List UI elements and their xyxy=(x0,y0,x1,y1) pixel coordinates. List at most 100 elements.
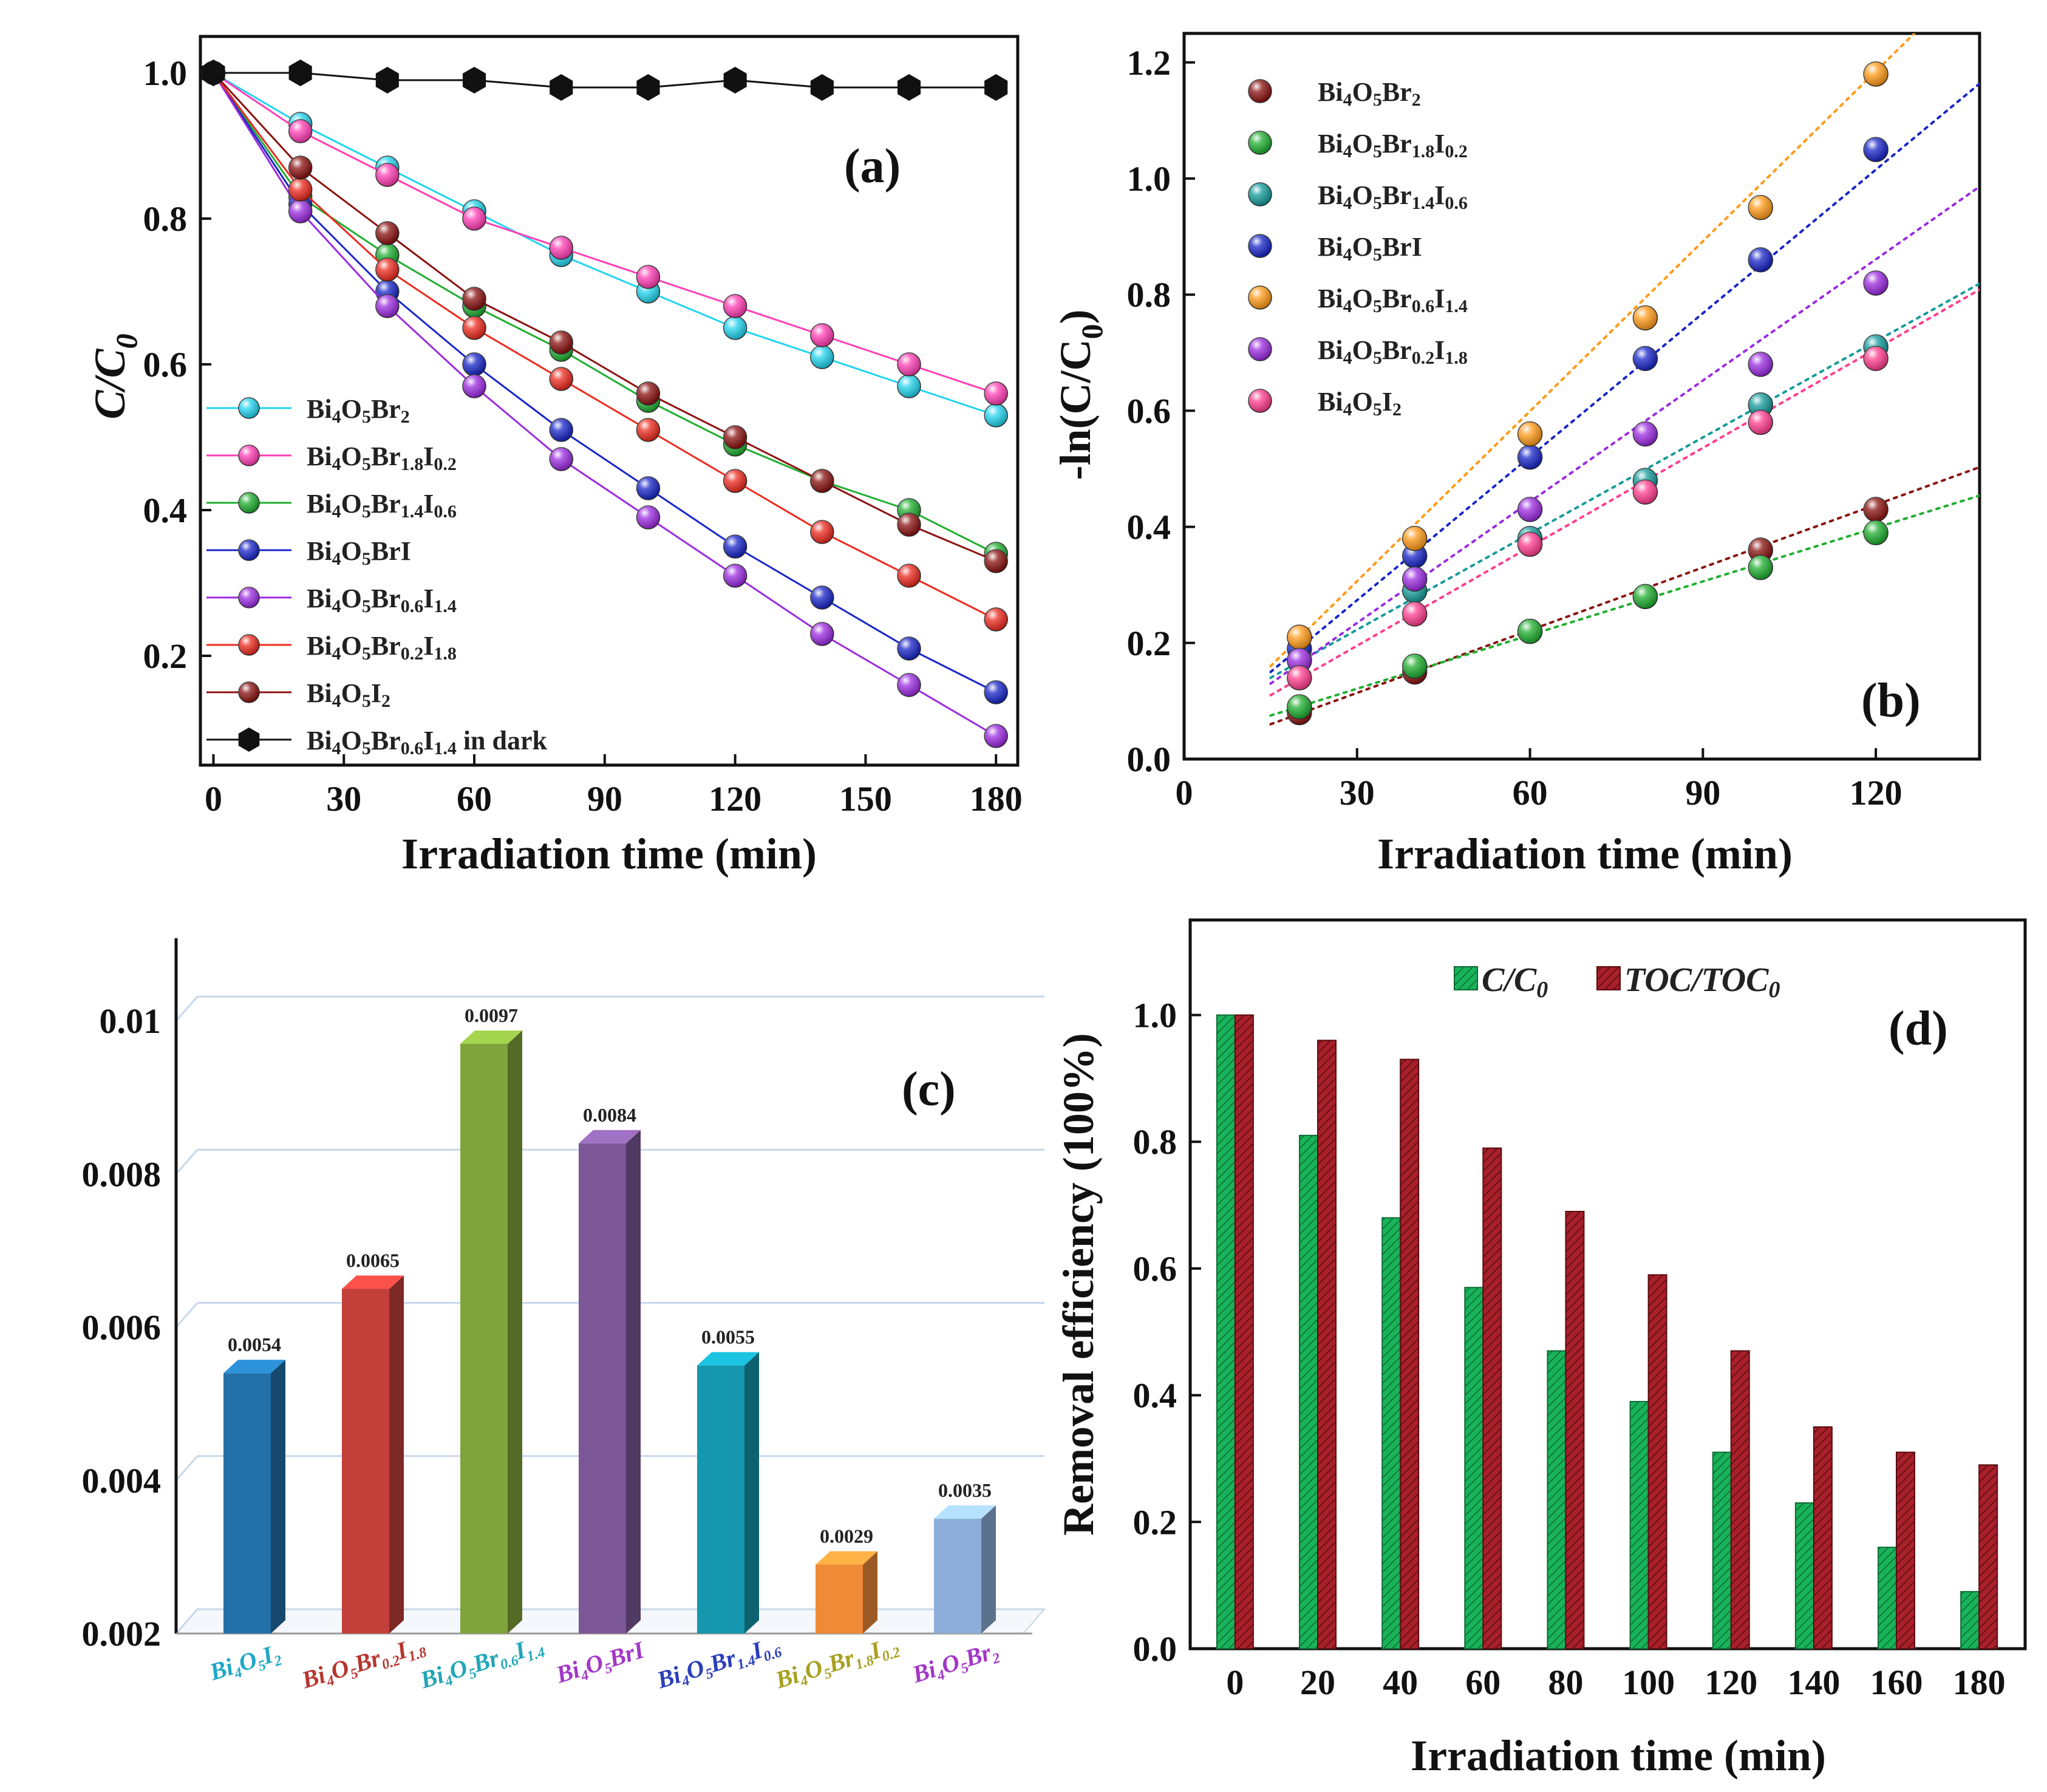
legend-label: Bi4O5Br0.6I1.4 xyxy=(1318,284,1468,316)
series-line xyxy=(213,72,996,417)
data-point xyxy=(897,564,921,588)
data-point-shine xyxy=(1633,421,1658,446)
panel-b-ylabel-main: -ln(C/C xyxy=(1051,339,1100,480)
data-point-shine xyxy=(1517,532,1542,557)
bar-toc xyxy=(1317,1040,1337,1649)
data-point-shine xyxy=(1287,625,1312,650)
data-point-shine xyxy=(1402,567,1427,591)
y-tick-label: 0.6 xyxy=(143,345,188,384)
data-point xyxy=(1748,352,1774,377)
bar-5 xyxy=(816,1551,877,1634)
legend-marker xyxy=(1248,285,1272,310)
data-point-shine xyxy=(288,120,312,143)
data-point-shine xyxy=(897,513,921,536)
x-tick-label: 120 xyxy=(1705,1663,1757,1702)
x-tick-label: 90 xyxy=(587,779,622,819)
bar-toc xyxy=(1896,1451,1915,1649)
data-point-shine xyxy=(984,608,1008,631)
data-point xyxy=(1287,665,1312,690)
data-point-shine xyxy=(550,236,573,259)
series-line xyxy=(213,72,996,395)
legend-marker xyxy=(238,587,260,608)
legend-marker xyxy=(1248,79,1272,103)
y-tick-label: 0.8 xyxy=(1127,275,1171,315)
legend-label: Bi4O5BrI xyxy=(1318,232,1422,265)
x-tick-label: 180 xyxy=(1953,1663,2006,1702)
x-tick-label: 150 xyxy=(839,779,892,819)
legend-toc-main: TOC/TOC xyxy=(1624,961,1769,999)
data-point-shine xyxy=(897,564,921,587)
y-tick-label: 0.4 xyxy=(1133,1376,1177,1416)
data-point xyxy=(984,381,1008,406)
legend-toc-sub: 0 xyxy=(1769,977,1780,1003)
y-tick-label: 0.2 xyxy=(1133,1502,1177,1542)
data-point-shine xyxy=(1633,584,1658,609)
data-point xyxy=(636,74,660,101)
bar-value-label: 0.0054 xyxy=(228,1334,281,1355)
panel-a-frame xyxy=(199,35,1020,767)
bar-front xyxy=(342,1289,389,1634)
data-point-shine xyxy=(463,353,486,376)
panel-d-letter: (d) xyxy=(1889,1002,1948,1055)
data-point-shine xyxy=(810,324,834,347)
x-tick-label: 0 xyxy=(205,779,222,819)
data-point-shine xyxy=(550,448,573,471)
panel-a-letter: (a) xyxy=(844,140,901,193)
data-point xyxy=(897,374,921,398)
bar-c-c0 xyxy=(1464,1287,1484,1649)
bar-front xyxy=(934,1518,981,1634)
panel-d-xlabel: Irradiation time (min) xyxy=(1411,1731,1826,1780)
category-label: Bi4O5Br1.8I0.2 xyxy=(772,1630,902,1697)
data-point-shine xyxy=(897,353,921,376)
data-point-shine xyxy=(1633,480,1658,505)
data-point-shine xyxy=(1633,346,1658,371)
data-point xyxy=(375,294,400,318)
fit-line xyxy=(1269,185,1980,685)
data-point-shine xyxy=(1864,497,1889,522)
series-line xyxy=(213,72,996,555)
data-point xyxy=(202,60,225,86)
data-point xyxy=(723,294,748,318)
x-tick-label: 30 xyxy=(1340,773,1375,813)
data-point xyxy=(1517,445,1543,470)
panel-b-xlabel: Irradiation time (min) xyxy=(1377,830,1793,878)
bar-top xyxy=(460,1030,522,1044)
bar-top xyxy=(934,1505,996,1519)
data-point xyxy=(723,469,748,493)
data-point-shine xyxy=(897,637,921,660)
data-point-shine xyxy=(723,469,747,492)
bar-toc xyxy=(1234,1014,1254,1649)
grid-diagonal xyxy=(175,1455,199,1481)
legend-marker-shine xyxy=(1248,183,1272,206)
data-point xyxy=(723,316,748,340)
data-point-shine xyxy=(1633,305,1658,330)
data-point xyxy=(462,287,486,311)
data-point-shine xyxy=(1402,602,1427,626)
legend-marker xyxy=(238,397,260,419)
data-point-shine xyxy=(463,287,486,310)
bar-c-c0 xyxy=(1216,1014,1236,1649)
bar-toc xyxy=(1978,1464,1998,1650)
data-point-shine xyxy=(1748,537,1773,562)
data-point xyxy=(810,520,834,544)
legend-label: Bi4O5Br2 xyxy=(307,394,410,427)
data-point xyxy=(1863,497,1889,522)
panel-c-category-labels: Bi4O5I2 Bi4O5Br0.2I1.8Bi4O5Br0.6I1.4Bi4O5… xyxy=(206,1630,1002,1697)
data-point-shine xyxy=(1864,346,1889,371)
y-tick-label: 0.01 xyxy=(100,1001,162,1041)
data-point xyxy=(1287,694,1312,720)
legend-swatch-toc xyxy=(1596,966,1621,990)
data-point-shine xyxy=(810,520,834,543)
data-point xyxy=(288,177,313,202)
panel-b-ylabel-end: ) xyxy=(1051,310,1100,324)
legend-label: Bi4O5Br1.8I0.2 xyxy=(307,441,457,474)
data-point-shine xyxy=(984,681,1008,704)
category-label: Bi4O5I2 xyxy=(206,1638,284,1689)
bar-top xyxy=(579,1129,641,1143)
svg-text:-ln(C/C0): -ln(C/C0) xyxy=(1051,310,1109,480)
data-point-shine xyxy=(463,207,486,230)
data-point-shine xyxy=(375,163,399,186)
y-tick-label: 0.008 xyxy=(82,1154,162,1194)
data-point-shine xyxy=(550,418,573,441)
x-tick-label: 60 xyxy=(1465,1663,1500,1702)
